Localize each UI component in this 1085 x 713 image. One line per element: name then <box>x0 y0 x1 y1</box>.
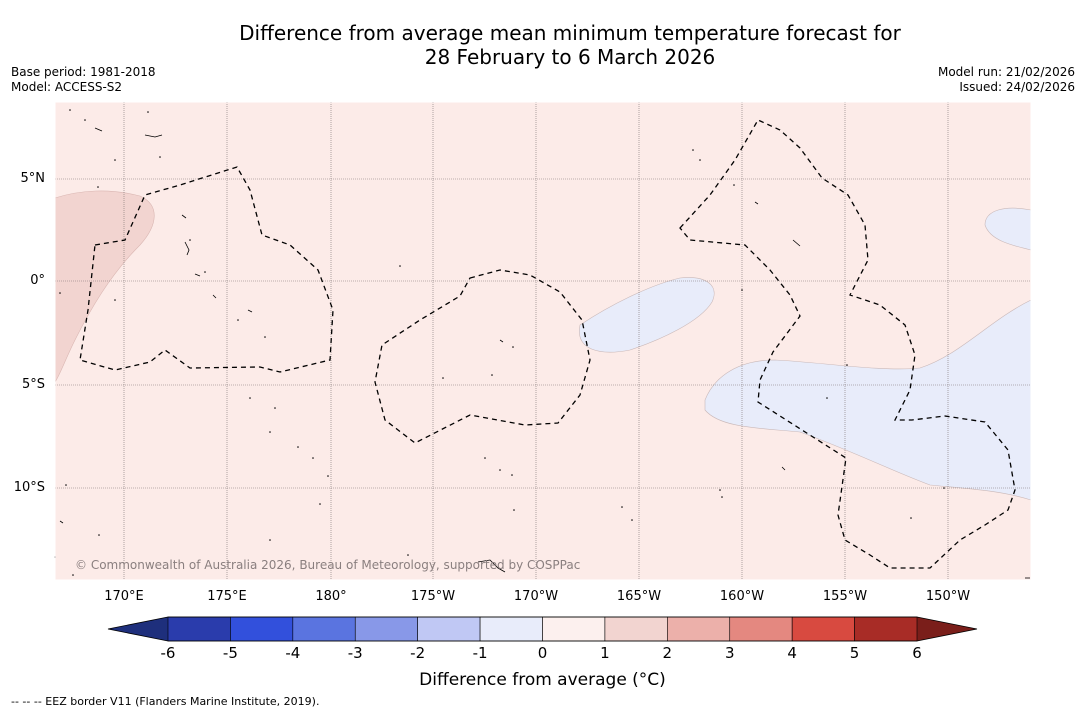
colorbar-tick-label: 2 <box>662 644 673 662</box>
islands <box>59 127 1030 579</box>
gridlines <box>55 102 1031 580</box>
lon-label-170w: 170°W <box>513 589 559 604</box>
map-frame <box>54 101 1032 581</box>
base-period: Base period: 1981-2018 <box>11 65 156 79</box>
issued-date: Issued: 24/02/2026 <box>959 80 1075 94</box>
colorbar-tick-label: -3 <box>347 644 363 662</box>
meta-right: Model run: 21/02/2026 Issued: 24/02/2026 <box>938 65 1075 95</box>
eez-footnote: -- -- -- EEZ border V11 (Flanders Marine… <box>11 695 320 708</box>
colorbar-segment <box>729 616 793 642</box>
colorbar-high-extend <box>917 617 977 641</box>
colorbar-tick-label: 5 <box>849 644 860 662</box>
map-title: Difference from average mean minimum tem… <box>0 21 1085 69</box>
colorbar-segment <box>230 616 294 642</box>
colorbar-segment <box>542 616 606 642</box>
meta-left: Base period: 1981-2018 Model: ACCESS-S2 <box>11 65 156 95</box>
island-dots <box>54 109 945 576</box>
colorbar-tick-label: 0 <box>537 644 548 662</box>
model-run: Model run: 21/02/2026 <box>937 65 1075 79</box>
colorbar-outline <box>107 616 978 642</box>
copyright-notice: © Commonwealth of Australia 2026, Bureau… <box>75 558 581 572</box>
lon-label-175w: 175°W <box>410 589 456 604</box>
lat-label-0: 0° <box>30 273 45 288</box>
colorbar-title: Difference from average (°C) <box>419 670 666 690</box>
lat-label-5n: 5°N <box>20 171 46 186</box>
colorbar-tick-label: 1 <box>600 644 610 662</box>
lon-label-175e: 175°E <box>207 589 247 604</box>
lon-label-160w: 160°W <box>719 589 765 604</box>
map-background <box>55 102 1031 580</box>
colorbar-segment <box>417 616 481 642</box>
colorbar-tick-label: -6 <box>160 644 176 662</box>
title-line-1: Difference from average mean minimum tem… <box>239 21 901 45</box>
lat-label-5s: 5°S <box>21 377 45 392</box>
colorbar-segment <box>354 616 418 642</box>
colorbar-segment <box>604 616 668 642</box>
eez-kiribati-gilbert <box>79 166 334 373</box>
lon-label-165w: 165°W <box>616 589 662 604</box>
model-name: Model: ACCESS-S2 <box>11 80 123 94</box>
eez-kiribati-phoenix <box>374 269 591 444</box>
cool-anomaly-region-central <box>579 277 715 353</box>
colorbar-tick-label: 3 <box>724 644 735 662</box>
colorbar-tick-label: -2 <box>410 644 426 662</box>
colorbar-segment <box>791 616 855 642</box>
colorbar-segment <box>667 616 731 642</box>
colorbar-segment <box>479 616 543 642</box>
lon-label-180: 180° <box>315 589 347 604</box>
colorbar-tick-label: -5 <box>222 644 238 662</box>
lat-label-10s: 10°S <box>13 480 45 495</box>
eez-borders <box>79 119 1016 569</box>
eez-kiribati-line <box>679 119 1016 569</box>
lon-label-170e: 170°E <box>104 589 144 604</box>
lon-label-150w: 150°W <box>925 589 971 604</box>
colorbar-segment <box>292 616 356 642</box>
colorbar-segment <box>854 616 918 642</box>
colorbar <box>107 616 978 642</box>
colorbar-low-extend <box>108 617 168 641</box>
warm-anomaly-region <box>54 190 155 383</box>
colorbar-tick-label: -1 <box>472 644 488 662</box>
colorbar-tick-label: -4 <box>285 644 301 662</box>
colorbar-tick-label: 6 <box>912 644 922 662</box>
title-line-2: 28 February to 6 March 2026 <box>424 45 716 69</box>
colorbar-segment <box>167 616 231 642</box>
lon-label-155w: 155°W <box>822 589 868 604</box>
colorbar-tick-label: 4 <box>787 644 797 662</box>
